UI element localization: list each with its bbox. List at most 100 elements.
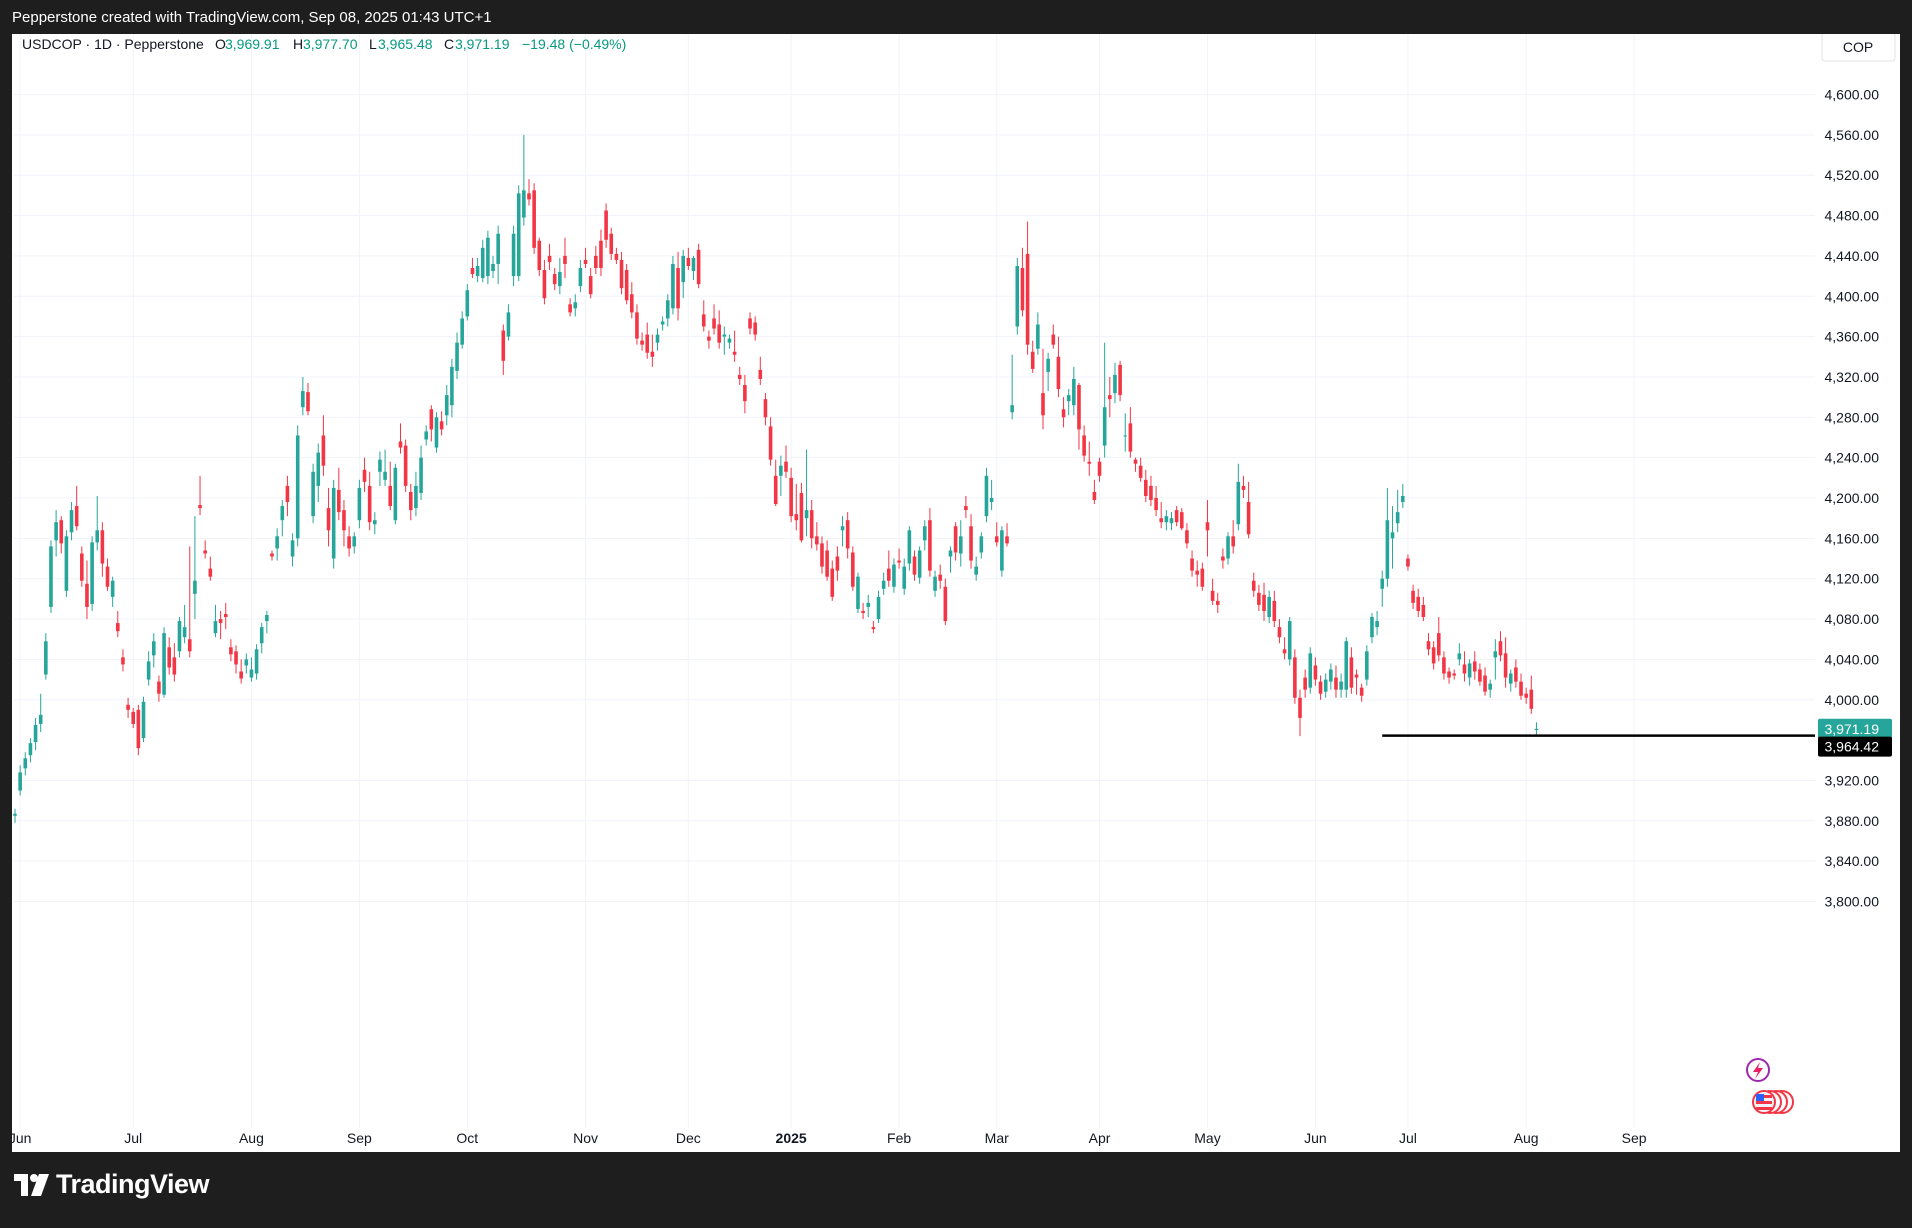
tradingview-wordmark: TradingView [56,1169,210,1199]
candle [59,516,64,554]
candle-body [542,270,547,299]
candle-body [450,366,454,406]
candle-body [522,190,526,218]
candle [460,311,464,349]
candle-body [491,263,495,272]
candle [1226,532,1230,565]
us-flag-icon[interactable] [1752,1090,1794,1114]
candle-body [1365,651,1369,680]
candle [352,532,357,554]
candle [1210,578,1215,605]
candle [218,610,223,640]
candle [1077,383,1081,450]
tradingview-logo-icon [14,1173,49,1196]
candle [851,546,855,591]
candle-body [1015,265,1020,327]
candle-body [331,487,336,559]
candle-body [74,506,79,527]
candle [1113,362,1117,404]
candle [1087,441,1092,476]
candle-body [44,641,48,675]
currency-button[interactable]: COP [1821,32,1896,62]
candle [542,259,547,305]
price-axis[interactable]: 3,800.00 3,840.00 3,880.00 3,920.00 4,000.00… [1818,87,1892,910]
candle [275,528,279,561]
candle-body [820,543,824,567]
candle [491,255,495,279]
candle [753,316,757,341]
candle-body [1000,530,1004,571]
x-tick-label: Aug [239,1130,264,1146]
candle [213,604,218,638]
candle-body [1010,405,1014,413]
candle [1231,520,1235,554]
candle [1524,687,1528,704]
candle-body [912,556,917,575]
candle-body [953,526,958,553]
candle [234,645,238,674]
candle [172,643,177,682]
candle-body [110,580,115,597]
candle-body [342,510,346,531]
candle-body [568,304,572,313]
candle-body [1488,683,1492,690]
candle-body [398,441,403,448]
candle [1205,500,1210,557]
legend-low-label: L [369,36,377,52]
candle-body [90,542,94,604]
candle [244,653,249,674]
x-tick-label: Oct [456,1130,478,1146]
candle [1061,397,1066,428]
candle [342,500,346,547]
candle-body [429,409,434,430]
candle-body [1144,479,1148,496]
candle-body [13,813,17,816]
candle-body [49,546,53,607]
candle [1483,667,1487,696]
candle [789,467,793,523]
candle-body [1005,536,1009,544]
candle-body [552,274,557,285]
candle-body [1354,674,1359,678]
candle [1329,663,1333,690]
candle [408,483,413,521]
candle [95,495,100,551]
candle [871,621,876,634]
candle [712,304,716,335]
candle [1108,376,1112,418]
candle-body [1215,600,1220,605]
candle-body [1205,522,1210,531]
lightning-icon[interactable] [1746,1058,1770,1082]
candle [717,310,721,349]
candle-body [367,485,372,523]
candle [1010,354,1014,420]
candle-body [671,263,675,309]
candle-body [537,240,542,271]
candle [1519,673,1523,700]
candle [85,560,89,620]
candle [208,556,213,581]
candle [1431,641,1436,670]
candle [1066,389,1071,416]
candle [146,651,151,686]
candle-body [198,505,202,509]
candle-body [789,477,793,517]
candle [1097,457,1102,482]
tradingview-logo[interactable]: TradingView [14,1169,210,1200]
candle [994,522,999,547]
candle-body [275,536,279,549]
candle-body [897,560,901,563]
candle-body [630,294,634,313]
time-axis[interactable]: Jun Jul Aug Sep Oct Nov Dec 2025 Feb Mar Apr May Jun… [9,1130,1647,1146]
candle [979,532,984,559]
candle-body [69,510,74,533]
candle-body [660,321,665,325]
candle [1308,647,1313,694]
chart-panel[interactable]: 3,800.00 3,840.00 3,880.00 3,920.00 4,000.00… [9,32,1900,1152]
candle [80,546,84,587]
candle-body [1442,657,1446,674]
candle-body [933,576,937,591]
price-chart[interactable]: 3,800.00 3,840.00 3,880.00 3,920.00 4,000.00… [9,32,1900,1152]
candle [861,602,865,620]
candle [1529,675,1534,714]
